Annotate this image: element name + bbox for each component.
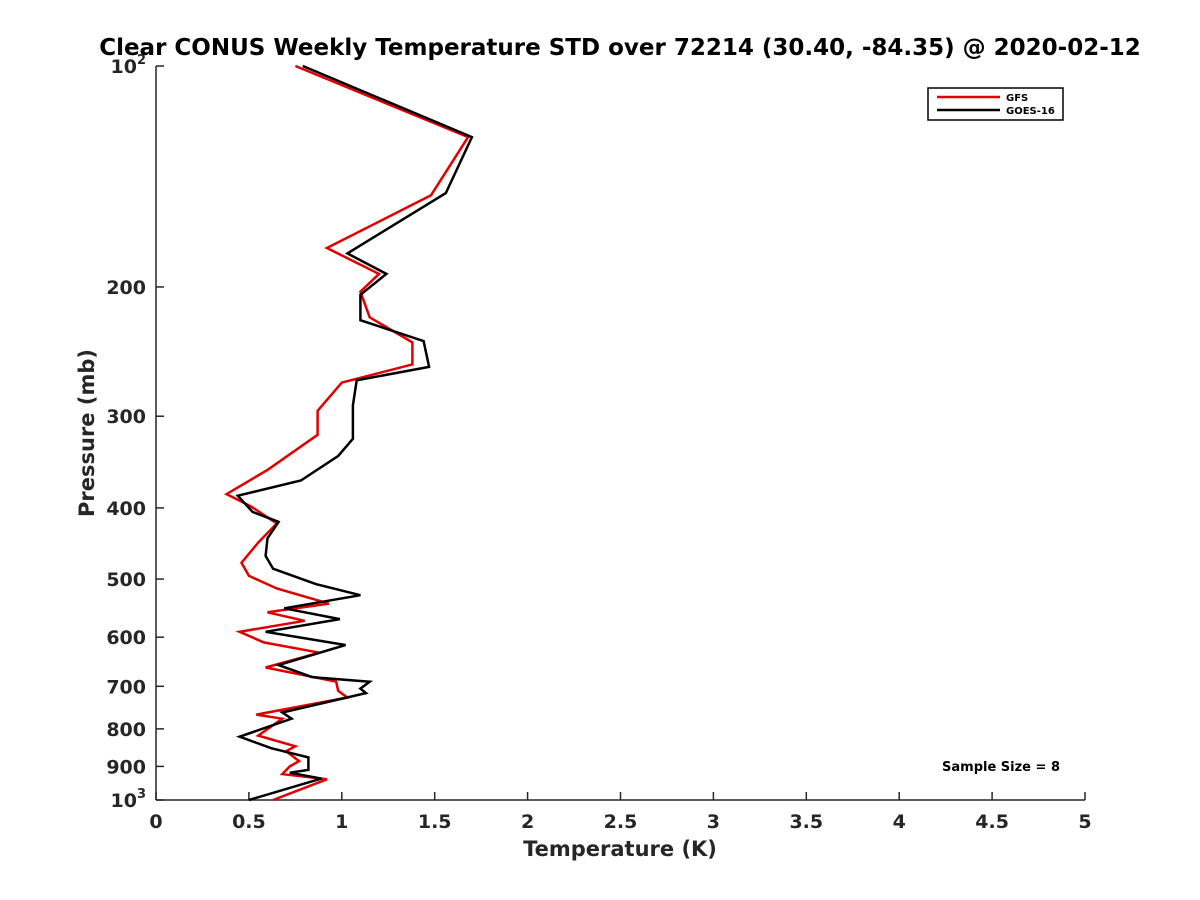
x-tick-label: 2: [521, 811, 534, 833]
chart-title: Clear CONUS Weekly Temperature STD over …: [99, 35, 1141, 61]
plot-area: 0 0.5 1 1.5 2 2.5 3 3.5 4 4.5 5 102200300400500600…: [106, 53, 1091, 833]
x-tick-label: 2.5: [604, 811, 638, 833]
y-axis-label: Pressure (mb): [75, 349, 99, 517]
series-line-gfs: [223, 64, 470, 802]
x-tick-label: 5: [1078, 811, 1091, 833]
x-tick-label: 0: [149, 811, 162, 833]
legend-label-goes-16: GOES-16: [1006, 106, 1055, 117]
y-tick-label: 200: [106, 277, 146, 299]
x-tick-label: 3: [707, 811, 720, 833]
x-tick-label: 1: [335, 811, 348, 833]
x-axis-label: Temperature (K): [523, 837, 717, 861]
tick-exponent: 3: [137, 787, 146, 802]
tick-exponent: 2: [137, 53, 146, 68]
y-tick-label: 700: [106, 676, 146, 698]
x-tick-label: 4: [893, 811, 906, 833]
legend: GFS GOES-16: [927, 87, 1064, 121]
y-tick-label: 400: [106, 498, 146, 520]
series-line-goes-16: [235, 64, 474, 802]
series-layer: [223, 64, 474, 802]
y-tick-label: 800: [106, 719, 146, 741]
tick-base: 10: [111, 790, 137, 812]
y-tick-label: 600: [106, 627, 146, 649]
x-axis: 0 0.5 1 1.5 2 2.5 3 3.5 4 4.5 5: [149, 792, 1092, 833]
y-tick-label: 500: [106, 569, 146, 591]
tick-base: 10: [111, 56, 137, 78]
y-tick-label: 103: [111, 787, 147, 812]
legend-label-gfs: GFS: [1006, 93, 1028, 104]
x-tick-label: 0.5: [232, 811, 266, 833]
x-tick-label: 3.5: [789, 811, 823, 833]
sample-size-annotation: Sample Size = 8: [942, 760, 1060, 775]
x-tick-label: 4.5: [975, 811, 1009, 833]
y-tick-label: 300: [106, 406, 146, 428]
x-tick-label: 1.5: [418, 811, 452, 833]
y-tick-label: 102: [111, 53, 147, 78]
y-tick-label: 900: [106, 756, 146, 778]
legend-box: [927, 87, 1064, 121]
